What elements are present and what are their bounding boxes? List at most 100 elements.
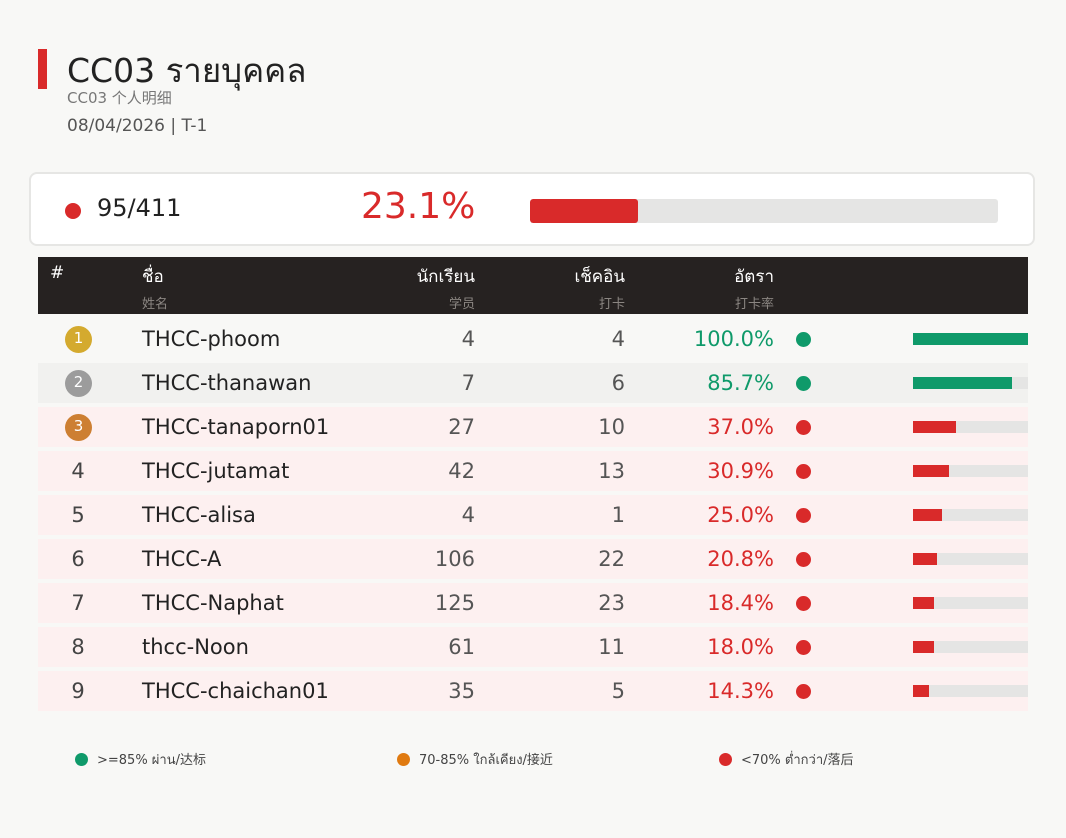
legend-dot bbox=[397, 753, 410, 766]
rate-bar bbox=[913, 509, 1028, 521]
legend-label: >=85% ผ่าน/达标 bbox=[97, 753, 206, 768]
page-subtitle: CC03 个人明细 bbox=[67, 89, 172, 107]
rate-bar-fill bbox=[913, 421, 956, 433]
legend-label: 70-85% ใกล้เคียง/接近 bbox=[419, 753, 553, 768]
row-name: THCC-A bbox=[142, 547, 222, 571]
page-title: CC03 รายบุคคล bbox=[67, 51, 307, 90]
summary-count: 95/411 bbox=[97, 194, 182, 222]
row-name: THCC-thanawan bbox=[142, 371, 312, 395]
summary-progress-bar bbox=[530, 199, 998, 223]
bronze-medal-badge: 3 bbox=[65, 414, 92, 441]
header-rank: # bbox=[50, 263, 65, 283]
rate-bar bbox=[913, 377, 1028, 389]
table-row: 9 THCC-chaichan01 35 5 14.3% bbox=[38, 671, 1028, 711]
rate-bar bbox=[913, 641, 1028, 653]
status-dot bbox=[796, 684, 811, 699]
row-rate: 30.9% bbox=[707, 459, 774, 483]
table-row: 7 THCC-Naphat 125 23 18.4% bbox=[38, 583, 1028, 623]
rate-bar-fill bbox=[913, 465, 949, 477]
row-students: 106 bbox=[434, 547, 475, 571]
legend-dot bbox=[75, 753, 88, 766]
row-checkin: 4 bbox=[611, 327, 625, 351]
row-checkin: 5 bbox=[611, 679, 625, 703]
header-checkin: เช็คอิน 打卡 bbox=[574, 267, 625, 312]
row-rate: 18.4% bbox=[707, 591, 774, 615]
rank-number: 8 bbox=[71, 635, 85, 659]
rate-bar-fill bbox=[913, 597, 935, 609]
table-body: 1 THCC-phoom 4 4 100.0% 2 THCC-thanawan 7 6 85.7%… bbox=[38, 319, 1028, 711]
legend-label: <70% ต่ำกว่า/落后 bbox=[741, 753, 854, 768]
row-checkin: 13 bbox=[598, 459, 625, 483]
row-rate: 18.0% bbox=[707, 635, 774, 659]
rank-number: 5 bbox=[71, 503, 85, 527]
status-dot bbox=[796, 332, 811, 347]
header-students: นักเรียน 学员 bbox=[416, 267, 475, 312]
status-dot bbox=[796, 508, 811, 523]
rate-bar bbox=[913, 421, 1028, 433]
row-name: thcc-Noon bbox=[142, 635, 249, 659]
row-name: THCC-chaichan01 bbox=[142, 679, 329, 703]
ranking-table: # ชื่อ 姓名 นักเรียน 学员 เช็คอิน 打卡 อัตรา 打… bbox=[38, 257, 1028, 715]
row-rate: 20.8% bbox=[707, 547, 774, 571]
report-date: 08/04/2026 | T-1 bbox=[67, 116, 208, 136]
status-dot bbox=[796, 376, 811, 391]
summary-card: 95/411 23.1% bbox=[29, 172, 1035, 246]
row-rate: 37.0% bbox=[707, 415, 774, 439]
row-name: THCC-Naphat bbox=[142, 591, 284, 615]
rank-number: 7 bbox=[71, 591, 85, 615]
rate-bar-fill bbox=[913, 333, 1028, 345]
table-row: 4 THCC-jutamat 42 13 30.9% bbox=[38, 451, 1028, 491]
table-row: 8 thcc-Noon 61 11 18.0% bbox=[38, 627, 1028, 667]
rate-bar bbox=[913, 685, 1028, 697]
row-students: 42 bbox=[448, 459, 475, 483]
row-rate: 100.0% bbox=[693, 327, 774, 351]
status-dot bbox=[796, 464, 811, 479]
summary-status-dot bbox=[65, 203, 81, 219]
row-name: THCC-tanaporn01 bbox=[142, 415, 330, 439]
row-name: THCC-phoom bbox=[142, 327, 281, 351]
summary-progress-fill bbox=[530, 199, 639, 223]
legend-dot bbox=[719, 753, 732, 766]
row-students: 27 bbox=[448, 415, 475, 439]
row-rate: 25.0% bbox=[707, 503, 774, 527]
row-name: THCC-jutamat bbox=[142, 459, 290, 483]
row-students: 61 bbox=[448, 635, 475, 659]
rate-bar-fill bbox=[913, 509, 942, 521]
row-students: 4 bbox=[461, 327, 475, 351]
rate-bar-fill bbox=[913, 641, 934, 653]
title-accent-bar bbox=[38, 49, 47, 89]
row-checkin: 6 bbox=[611, 371, 625, 395]
row-students: 125 bbox=[434, 591, 475, 615]
table-row: 5 THCC-alisa 4 1 25.0% bbox=[38, 495, 1028, 535]
row-rate: 14.3% bbox=[707, 679, 774, 703]
row-rate: 85.7% bbox=[707, 371, 774, 395]
status-dot bbox=[796, 420, 811, 435]
rank-number: 6 bbox=[71, 547, 85, 571]
rate-bar bbox=[913, 597, 1028, 609]
summary-rate: 23.1% bbox=[361, 186, 476, 227]
row-checkin: 22 bbox=[598, 547, 625, 571]
header-name: ชื่อ 姓名 bbox=[142, 267, 169, 312]
rank-number: 9 bbox=[71, 679, 85, 703]
table-row: 6 THCC-A 106 22 20.8% bbox=[38, 539, 1028, 579]
silver-medal-badge: 2 bbox=[65, 370, 92, 397]
rate-bar-fill bbox=[913, 553, 937, 565]
row-students: 7 bbox=[461, 371, 475, 395]
row-students: 35 bbox=[448, 679, 475, 703]
rate-bar-fill bbox=[913, 685, 930, 697]
rate-bar-fill bbox=[913, 377, 1012, 389]
status-dot bbox=[796, 596, 811, 611]
row-students: 4 bbox=[461, 503, 475, 527]
row-checkin: 10 bbox=[598, 415, 625, 439]
table-row: 3 THCC-tanaporn01 27 10 37.0% bbox=[38, 407, 1028, 447]
row-name: THCC-alisa bbox=[142, 503, 256, 527]
rate-bar bbox=[913, 333, 1028, 345]
table-row: 2 THCC-thanawan 7 6 85.7% bbox=[38, 363, 1028, 403]
table-row: 1 THCC-phoom 4 4 100.0% bbox=[38, 319, 1028, 359]
status-dot bbox=[796, 640, 811, 655]
rate-bar bbox=[913, 553, 1028, 565]
header-rate: อัตรา 打卡率 bbox=[734, 267, 774, 312]
rate-bar bbox=[913, 465, 1028, 477]
row-checkin: 1 bbox=[611, 503, 625, 527]
table-header: # ชื่อ 姓名 นักเรียน 学员 เช็คอิน 打卡 อัตรา 打… bbox=[38, 257, 1028, 314]
